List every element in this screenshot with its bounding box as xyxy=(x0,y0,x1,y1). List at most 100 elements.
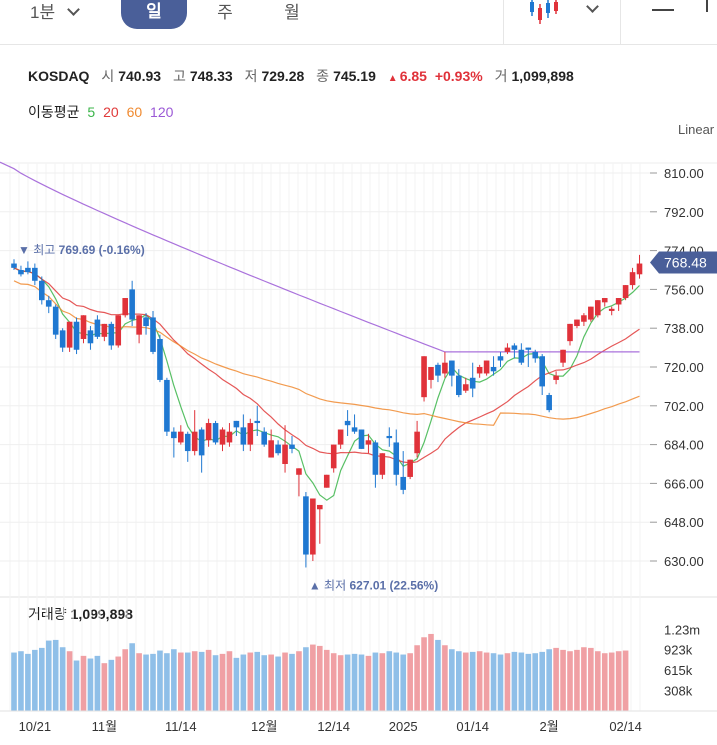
candle-body xyxy=(414,431,420,454)
candle xyxy=(178,425,184,445)
timeframe-month-tab[interactable]: 월 xyxy=(284,3,300,22)
timeframe-day-tab[interactable]: 일 xyxy=(121,0,187,29)
volume-axis-tick-label: 308k xyxy=(664,684,693,699)
candle-body xyxy=(518,349,525,363)
ma-60-label: 60 xyxy=(126,104,143,120)
candle xyxy=(337,429,344,449)
candle xyxy=(205,418,212,447)
volume-panel-label: 거래량 xyxy=(28,606,67,622)
volume-bar xyxy=(289,653,295,711)
candle xyxy=(421,356,427,402)
candle-body xyxy=(87,330,94,344)
candle xyxy=(275,440,281,456)
candle xyxy=(323,474,330,488)
ma-120-label: 120 xyxy=(150,104,174,120)
candle-body xyxy=(386,435,393,439)
volume-bar xyxy=(581,647,587,711)
volume-bar xyxy=(560,649,566,711)
candle xyxy=(303,492,309,568)
volume-bar xyxy=(574,649,580,711)
moving-average-legend[interactable]: 이동평균 5 20 60 120 xyxy=(28,102,177,122)
candle-body xyxy=(532,351,539,359)
volume-bar xyxy=(511,651,518,711)
x-axis-tick-label: 2월 xyxy=(540,719,559,734)
candle-body xyxy=(588,306,594,320)
candle-body xyxy=(622,285,629,299)
candle-body xyxy=(122,298,128,316)
candle xyxy=(386,427,393,447)
timeframe-week-tab[interactable]: 주 xyxy=(217,3,233,22)
candle-body xyxy=(490,367,497,372)
candle-body xyxy=(289,444,295,449)
ma-legend-title: 이동평균 xyxy=(28,104,80,120)
ma-120-line xyxy=(0,161,640,353)
candle-body xyxy=(595,300,601,316)
scale-mode-label[interactable]: Linear xyxy=(678,122,715,137)
volume-bar xyxy=(39,647,45,711)
candle xyxy=(400,451,406,495)
volume-bar xyxy=(115,656,122,711)
candle xyxy=(476,364,483,378)
volume-bar xyxy=(240,654,247,711)
candle xyxy=(282,425,288,473)
y-axis-tick-label: 666.00 xyxy=(664,476,704,491)
candle xyxy=(254,405,261,436)
candle xyxy=(247,418,254,452)
candle-body xyxy=(351,427,358,432)
x-axis-tick-label: 11/14 xyxy=(165,719,197,734)
x-axis-tick-label: 12월 xyxy=(251,719,277,734)
candle xyxy=(435,362,441,383)
candle-body xyxy=(337,429,344,445)
volume-label: 거 xyxy=(494,68,508,84)
candle xyxy=(39,276,45,305)
volume-bar xyxy=(178,652,184,711)
candle xyxy=(483,360,490,376)
volume-bar xyxy=(351,653,358,711)
volume-bar xyxy=(25,653,31,711)
volume-bar xyxy=(442,645,448,711)
candle xyxy=(330,444,337,473)
candle xyxy=(184,431,191,462)
y-axis-tick-label: 702.00 xyxy=(664,399,704,414)
candle-body xyxy=(164,379,170,432)
open-value: 740.93 xyxy=(118,68,162,84)
candle xyxy=(622,285,629,301)
candle-body xyxy=(157,338,163,380)
candle-body xyxy=(581,315,587,322)
volume-bar xyxy=(52,639,59,711)
candle-body xyxy=(462,384,469,391)
candle xyxy=(504,343,511,355)
minus-icon[interactable] xyxy=(652,9,674,11)
timeframe-1min-dropdown[interactable]: 1분 xyxy=(30,0,90,30)
symbol: KOSDAQ xyxy=(28,68,90,84)
max-price-value: 769.69 (-0.16%) xyxy=(59,243,145,257)
volume-bar xyxy=(601,653,608,711)
volume-bar xyxy=(101,663,108,711)
candle xyxy=(539,354,545,396)
ma-20-label: 20 xyxy=(103,104,119,120)
candle-body xyxy=(25,267,31,273)
candle xyxy=(32,263,38,286)
candle-body xyxy=(358,429,365,449)
plus-icon[interactable] xyxy=(706,0,708,12)
candle-body xyxy=(254,420,261,424)
candle xyxy=(560,349,566,367)
candle xyxy=(601,298,608,307)
candle xyxy=(511,343,518,359)
volume-bar xyxy=(108,659,115,711)
candle-body xyxy=(45,300,52,307)
volume-bar xyxy=(143,654,149,711)
candle-body xyxy=(178,431,184,443)
candle-body xyxy=(560,349,566,363)
volume-bar xyxy=(490,653,497,711)
volume-bar xyxy=(122,649,128,711)
ma-5-label: 5 xyxy=(87,104,96,120)
low-label: 저 xyxy=(244,68,258,84)
volume-bar xyxy=(504,653,511,711)
volume-bar xyxy=(66,651,73,711)
candle-body xyxy=(115,315,122,346)
toolbar: 1분 일 주 월 xyxy=(0,0,717,45)
candlestick-icon[interactable] xyxy=(528,0,560,26)
quote-summary: KOSDAQ 시 740.93 고 748.33 저 729.28 종 745.19 ▲… xyxy=(28,66,582,86)
